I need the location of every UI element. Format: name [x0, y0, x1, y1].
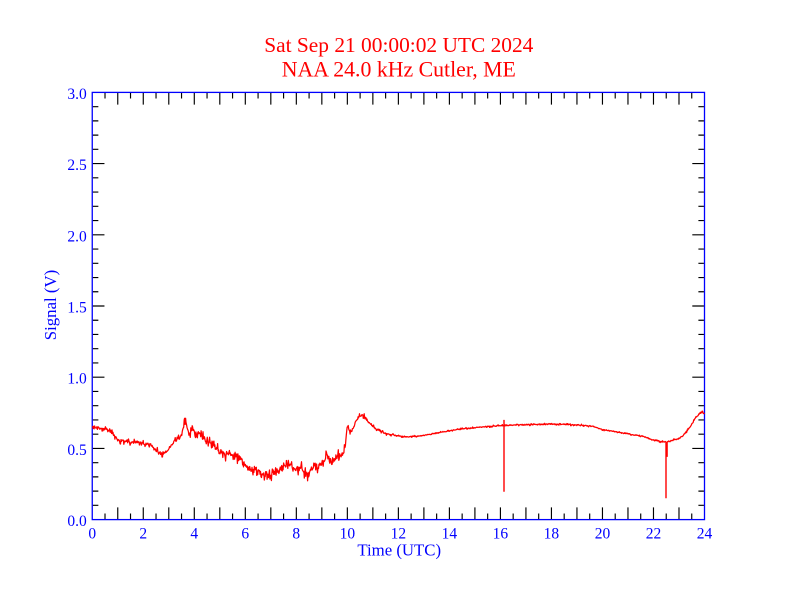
svg-text:Signal (V): Signal (V)	[41, 270, 60, 340]
svg-text:8: 8	[292, 526, 300, 543]
svg-text:Sat Sep 21 00:00:02 UTC 2024: Sat Sep 21 00:00:02 UTC 2024	[264, 33, 533, 57]
svg-text:24: 24	[697, 526, 713, 543]
svg-text:3.0: 3.0	[67, 86, 87, 103]
svg-text:18: 18	[544, 526, 560, 543]
svg-text:10: 10	[340, 526, 356, 543]
svg-text:12: 12	[391, 526, 407, 543]
svg-text:0.0: 0.0	[67, 513, 87, 530]
svg-text:2.0: 2.0	[67, 228, 87, 245]
svg-text:6: 6	[241, 526, 249, 543]
svg-text:NAA 24.0 kHz Cutler, ME: NAA 24.0 kHz Cutler, ME	[282, 58, 516, 82]
svg-text:0: 0	[88, 526, 96, 543]
svg-text:1.0: 1.0	[67, 371, 87, 388]
svg-text:Time (UTC): Time (UTC)	[357, 541, 441, 560]
svg-text:2: 2	[139, 526, 147, 543]
svg-text:1.5: 1.5	[67, 300, 87, 317]
svg-text:20: 20	[595, 526, 611, 543]
svg-text:16: 16	[493, 526, 509, 543]
svg-text:14: 14	[442, 526, 458, 543]
svg-text:4: 4	[190, 526, 198, 543]
svg-text:0.5: 0.5	[67, 442, 87, 459]
svg-text:2.5: 2.5	[67, 157, 87, 174]
svg-text:22: 22	[646, 526, 662, 543]
